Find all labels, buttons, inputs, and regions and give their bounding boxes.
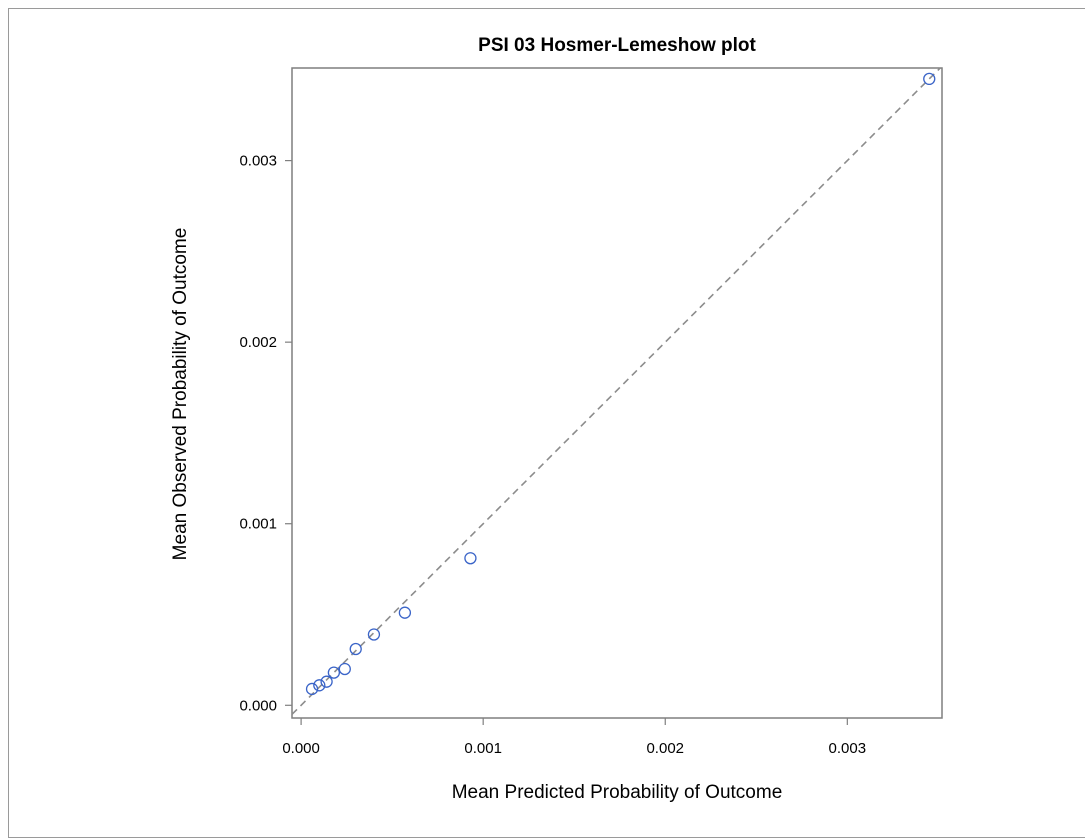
chart-title: PSI 03 Hosmer-Lemeshow plot: [478, 35, 756, 56]
x-tick-label: 0.001: [464, 740, 502, 757]
y-tick-label: 0.002: [239, 334, 277, 351]
hosmer-lemeshow-chart: PSI 03 Hosmer-Lemeshow plot Mean Predict…: [170, 35, 943, 803]
data-point: [464, 552, 477, 565]
x-axis-label: Mean Predicted Probability of Outcome: [452, 782, 783, 803]
data-point: [327, 666, 341, 679]
plot-area-frame: [291, 67, 943, 719]
data-point: [338, 662, 351, 676]
reference-diagonal-line: [291, 67, 941, 715]
chart-marks: 0.000 0.001 0.002 0.003 0.000 0.001 0.002 0.003: [239, 67, 943, 757]
y-tick-label: 0.003: [239, 153, 277, 170]
y-tick-label: 0.000: [239, 697, 277, 714]
x-tick-label: 0.003: [829, 740, 867, 757]
data-point: [320, 675, 333, 688]
x-tick-label: 0.000: [282, 740, 320, 757]
data-point: [367, 628, 381, 641]
y-axis-label: Mean Observed Probability of Outcome: [170, 228, 191, 561]
data-point: [923, 72, 936, 86]
data-point: [349, 642, 362, 656]
data-point: [313, 679, 326, 692]
data-point: [398, 606, 412, 619]
x-tick-label: 0.002: [646, 740, 684, 757]
data-point: [305, 682, 319, 696]
y-tick-label: 0.001: [239, 516, 277, 533]
